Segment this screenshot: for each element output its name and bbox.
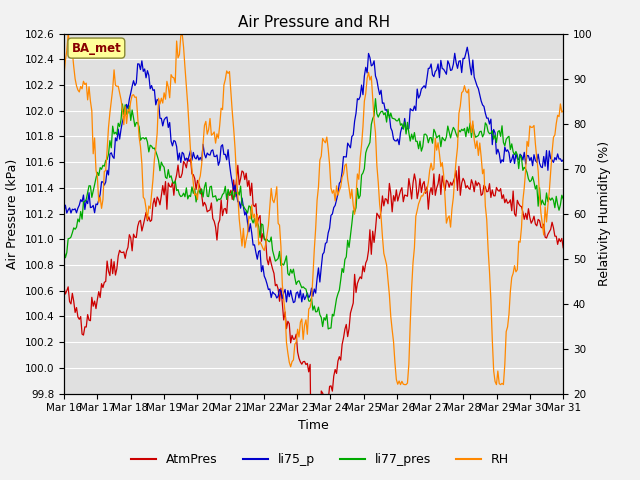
li77_pres (226, 192, 234, 198)
Line: RH: RH (64, 34, 563, 384)
Line: li77_pres: li77_pres (64, 99, 563, 329)
Line: li75_p: li75_p (64, 47, 563, 302)
RH (227, 88, 235, 94)
li75_p (122, 112, 129, 118)
li77_pres (60, 248, 68, 253)
AtmPres (280, 317, 287, 323)
AtmPres (227, 188, 235, 193)
li75_p (60, 208, 68, 214)
li77_pres (534, 204, 542, 209)
li77_pres (234, 189, 242, 195)
RH (60, 72, 68, 78)
Y-axis label: Relativity Humidity (%): Relativity Humidity (%) (598, 141, 611, 286)
RH (211, 129, 218, 135)
RH (280, 297, 287, 302)
li77_pres (324, 326, 332, 332)
RH (397, 382, 404, 387)
li75_p (234, 199, 242, 204)
li75_p (289, 300, 297, 305)
Title: Air Pressure and RH: Air Pressure and RH (237, 15, 390, 30)
li75_p (534, 151, 542, 157)
Legend: AtmPres, li75_p, li77_pres, RH: AtmPres, li75_p, li77_pres, RH (126, 448, 514, 471)
li75_p (463, 44, 471, 50)
li75_p (559, 157, 567, 163)
AtmPres (534, 216, 542, 222)
AtmPres (211, 218, 218, 224)
RH (534, 168, 542, 174)
RH (236, 216, 243, 222)
li77_pres (372, 96, 380, 102)
RH (65, 31, 72, 36)
AtmPres (236, 182, 243, 188)
AtmPres (559, 245, 567, 251)
li77_pres (559, 196, 567, 202)
li77_pres (122, 102, 129, 108)
AtmPres (60, 284, 68, 290)
li75_p (209, 147, 216, 153)
RH (123, 120, 131, 126)
li75_p (226, 161, 234, 167)
RH (559, 108, 567, 114)
li77_pres (278, 261, 286, 267)
li77_pres (209, 194, 216, 200)
Text: BA_met: BA_met (72, 42, 121, 55)
X-axis label: Time: Time (298, 419, 329, 432)
li75_p (278, 296, 286, 301)
Y-axis label: Air Pressure (kPa): Air Pressure (kPa) (6, 158, 19, 269)
Line: AtmPres: AtmPres (64, 158, 563, 480)
AtmPres (122, 255, 129, 261)
AtmPres (184, 156, 191, 161)
